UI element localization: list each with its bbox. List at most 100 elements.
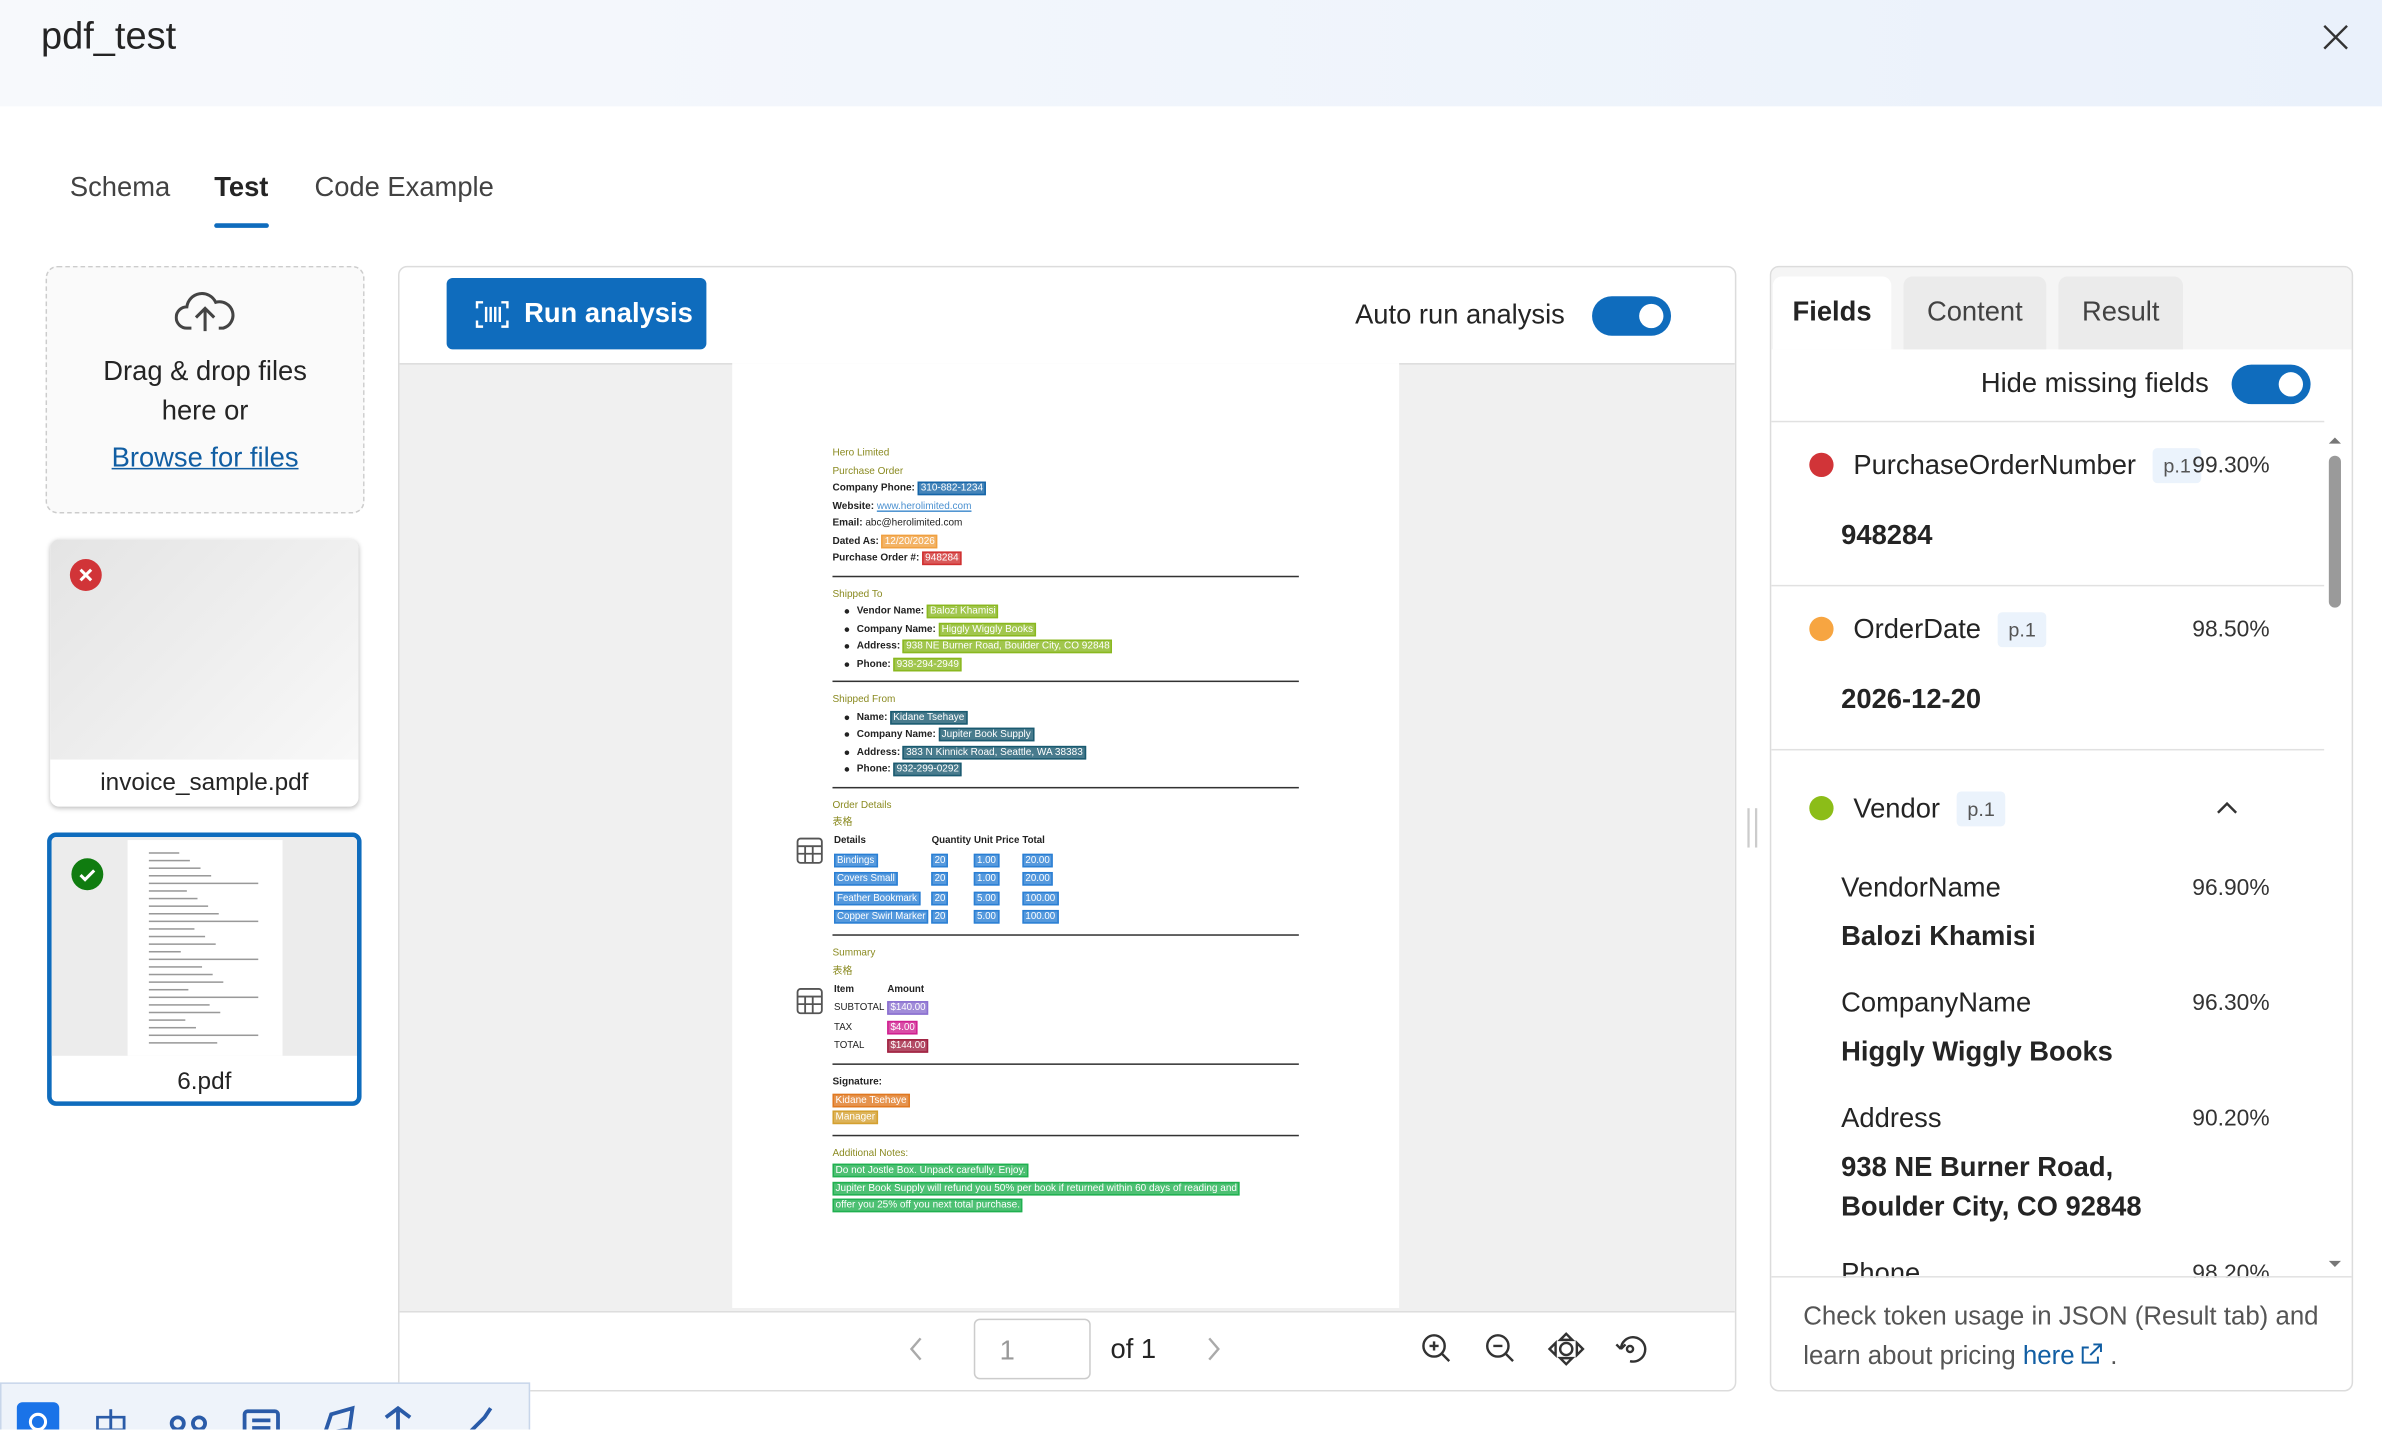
- doc-highlight[interactable]: 20: [931, 909, 949, 924]
- doc-highlight[interactable]: 938-294-2949: [893, 657, 963, 671]
- doc-highlight[interactable]: Kidane Tsehaye: [832, 1093, 910, 1107]
- thumb-line: [148, 1004, 210, 1006]
- thumb-line: [148, 1011, 221, 1014]
- doc-label: Phone:: [856, 658, 891, 670]
- doc-highlight[interactable]: 938 NE Burner Road, Boulder City, CO 928…: [903, 639, 1113, 654]
- results-panel: Fields Content Result Hide missing fields …: [1769, 265, 2354, 1392]
- doc-highlight[interactable]: $144.00: [887, 1039, 929, 1053]
- doc-highlight[interactable]: Covers Small: [834, 871, 898, 886]
- subfield-header: CompanyName 96.30%: [1841, 984, 2269, 1020]
- doc-highlight[interactable]: 100.00: [1022, 909, 1059, 924]
- file-card[interactable]: invoice_sample.pdf: [50, 539, 359, 807]
- doc-highlight[interactable]: 383 N Kinnick Road, Seattle, WA 38383: [903, 745, 1086, 759]
- page-input[interactable]: 1: [973, 1318, 1091, 1380]
- doc-highlight[interactable]: Higgly Wiggly Books: [938, 622, 1037, 636]
- tab[interactable]: Code Example: [314, 171, 494, 203]
- hide-missing-label: Hide missing fields: [1980, 367, 2209, 399]
- doc-highlight[interactable]: Balozi Khamisi: [926, 604, 999, 619]
- doc-line: Address: 938 NE Burner Road, Boulder Cit…: [832, 638, 1298, 655]
- table-cell: $140.00: [886, 999, 930, 1018]
- tab[interactable]: Schema: [69, 171, 171, 203]
- ime-indicator[interactable]: 中: [92, 1408, 130, 1430]
- doc-highlight[interactable]: 1.00: [974, 852, 1000, 867]
- results-tab[interactable]: Result: [2058, 276, 2183, 350]
- doc-highlight[interactable]: 5.00: [974, 890, 1000, 905]
- doc-highlight[interactable]: 20: [931, 871, 949, 886]
- thumb-line: [148, 988, 189, 991]
- doc-highlight[interactable]: Jupiter Book Supply: [938, 727, 1034, 742]
- thumb-line: [148, 1019, 186, 1021]
- doc-highlight[interactable]: $140.00: [887, 1001, 929, 1015]
- table-cell: 5.00: [973, 908, 1021, 927]
- taskbar-app[interactable]: [16, 1402, 63, 1430]
- doc-highlight[interactable]: Feather Bookmark: [834, 890, 920, 905]
- close-button[interactable]: [2321, 23, 2350, 52]
- field-name: Vendor: [1853, 792, 1941, 823]
- taskbar-tools[interactable]: [166, 1402, 515, 1430]
- file-card[interactable]: 6.pdf: [47, 832, 362, 1106]
- doc-label: Company Name:: [856, 623, 936, 635]
- doc-highlight[interactable]: 948284: [922, 551, 962, 566]
- column-header: Total: [1022, 835, 1045, 847]
- doc-highlight[interactable]: 12/20/2026: [881, 533, 938, 548]
- browse-link[interactable]: Browse for files: [111, 442, 299, 473]
- splitter[interactable]: [1745, 808, 1759, 848]
- results-tab[interactable]: Content: [1903, 276, 2047, 350]
- doc-highlight[interactable]: Bindings: [834, 852, 878, 867]
- table-row: Covers Small 20 1.00 20.00: [832, 870, 1059, 889]
- upload-zone[interactable]: Drag & drop files here or Browse for fil…: [45, 265, 365, 514]
- doc-line: 表格: [832, 962, 1298, 979]
- scrollbar[interactable]: [2327, 431, 2342, 1274]
- doc-highlight[interactable]: Copper Swirl Marker: [834, 909, 929, 924]
- doc-highlight[interactable]: 1.00: [974, 871, 1000, 886]
- doc-highlight[interactable]: 20: [931, 852, 949, 867]
- doc-highlight[interactable]: offer you 25% off you next total purchas…: [832, 1198, 1024, 1213]
- doc-highlight[interactable]: 932-299-0292: [893, 762, 963, 777]
- doc-line: Company Phone: 310-882-1234: [832, 480, 1298, 497]
- hide-missing-toggle[interactable]: [2231, 364, 2311, 405]
- status-badge: [71, 858, 104, 891]
- doc-label: Website:: [832, 500, 875, 512]
- doc-highlight[interactable]: $4.00: [887, 1020, 918, 1034]
- tab[interactable]: Test: [214, 172, 269, 228]
- subfield-value: Higgly Wiggly Books: [1841, 1036, 2113, 1067]
- file-name: invoice_sample.pdf: [100, 770, 309, 797]
- thumb-line: [148, 867, 201, 869]
- thumb-line: [148, 1042, 218, 1044]
- field-dot: [1809, 796, 1834, 821]
- table-row: Copper Swirl Marker 20 5.00 100.00: [832, 908, 1059, 927]
- doc-highlight[interactable]: 20.00: [1022, 871, 1053, 886]
- run-button[interactable]: Run analysis: [446, 278, 707, 350]
- prev-page[interactable]: [907, 1335, 925, 1362]
- doc-highlight[interactable]: Kidane Tsehaye: [890, 710, 968, 724]
- table-icons: [796, 837, 823, 1015]
- footer-end: .: [2110, 1341, 2118, 1371]
- page-badge: p.1: [1956, 790, 2006, 826]
- doc-line: Address: 383 N Kinnick Road, Seattle, WA…: [832, 744, 1298, 761]
- doc-highlight[interactable]: Manager: [832, 1110, 879, 1125]
- separator: [832, 786, 1299, 788]
- column-header: Item: [834, 983, 854, 995]
- doc-highlight[interactable]: 310-882-1234: [917, 481, 987, 496]
- doc-highlight[interactable]: 20: [931, 890, 949, 905]
- subfield: Phone 98.20%: [1841, 1255, 2269, 1278]
- doc-highlight[interactable]: Do not Jostle Box. Unpack carefully. Enj…: [832, 1163, 1029, 1178]
- doc-label: Purchase Order #:: [832, 552, 920, 564]
- table-cell: 20.00: [1021, 851, 1060, 870]
- zoom-controls[interactable]: [1416, 1329, 1659, 1368]
- doc-highlight[interactable]: 5.00: [974, 909, 1000, 924]
- results-tab[interactable]: Fields: [1772, 276, 1892, 350]
- doc-highlight[interactable]: 20.00: [1022, 852, 1053, 867]
- table-cell: 20: [930, 870, 972, 889]
- collapse-toggle[interactable]: [2215, 796, 2239, 828]
- doc-highlight[interactable]: 100.00: [1022, 890, 1059, 905]
- doc-line: 表格: [832, 814, 1298, 831]
- table-cell: SUBTOTAL: [832, 999, 885, 1018]
- pricing-link[interactable]: here: [2022, 1341, 2075, 1371]
- table-cell: 1.00: [973, 870, 1021, 889]
- doc-highlight[interactable]: Jupiter Book Supply will refund you 50% …: [832, 1181, 1241, 1195]
- subfield-header: VendorName 96.90%: [1841, 869, 2269, 905]
- auto-run-toggle[interactable]: [1592, 296, 1672, 336]
- bullet: [844, 609, 850, 614]
- next-page[interactable]: [1205, 1335, 1223, 1362]
